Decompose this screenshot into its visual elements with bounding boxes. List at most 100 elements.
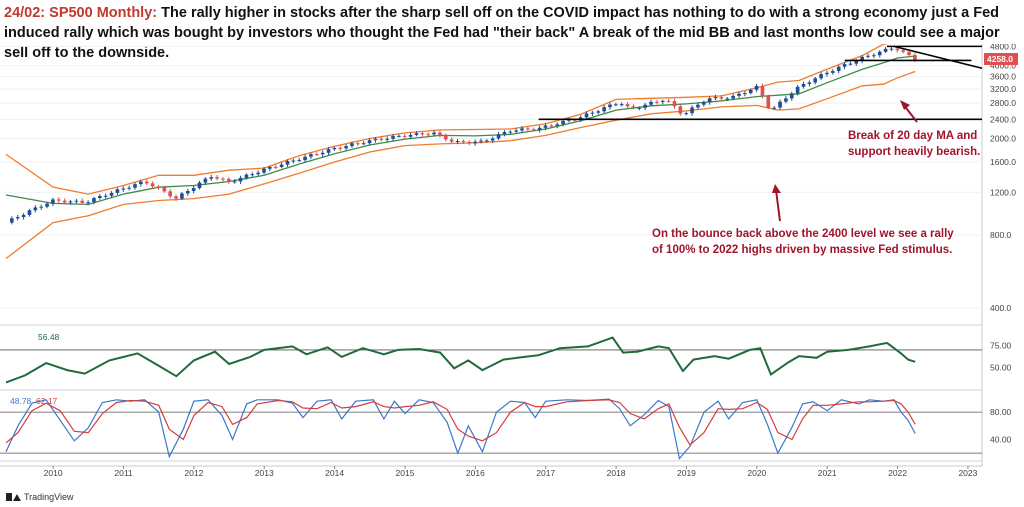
rsi-tick-label: 75.00 — [990, 341, 1012, 351]
candle-body — [332, 147, 337, 150]
candle-body — [10, 218, 14, 223]
price-tick-label: 2000.0 — [990, 134, 1016, 144]
candle-body — [420, 133, 425, 135]
annotation-ma-break-line-1: Break of 20 day MA and — [848, 130, 978, 142]
time-tick-label: 2017 — [536, 468, 555, 478]
price-tick-label: 3600.0 — [990, 72, 1016, 82]
candle-body — [238, 177, 243, 182]
candle-body — [51, 199, 55, 204]
candle-body — [209, 177, 214, 179]
candle-body — [232, 181, 237, 183]
price-tick-label: 1200.0 — [990, 187, 1016, 197]
candle-body — [350, 143, 354, 147]
candle-body — [21, 214, 26, 218]
candle-body — [485, 140, 489, 142]
candle-body — [402, 135, 407, 137]
price-tick-label: 2800.0 — [990, 98, 1016, 108]
tradingview-logo-icon — [6, 493, 21, 501]
candle-body — [215, 177, 219, 179]
last-price-label: 4258.0 — [987, 54, 1013, 64]
candle-body — [139, 181, 143, 185]
candle-body — [901, 50, 906, 52]
candle-body — [144, 181, 149, 184]
candle-body — [115, 189, 120, 193]
headline: 24/02: SP500 Monthly: The rally higher i… — [4, 3, 1020, 63]
candle-body — [92, 198, 96, 203]
candle-body — [203, 178, 208, 183]
candle-body — [191, 188, 196, 191]
candle-body — [197, 182, 202, 189]
stochastic-k-line — [5, 398, 916, 460]
candle-body — [854, 60, 859, 64]
candle-body — [567, 119, 571, 121]
candle-body — [268, 166, 272, 169]
candle-body — [379, 138, 384, 140]
candle-body — [649, 101, 653, 105]
annotation-ma-break: Break of 20 day MA and support heavily b… — [848, 128, 980, 160]
price-tick-label: 400.0 — [990, 303, 1012, 313]
rsi-value-label: 56.48 — [38, 332, 60, 342]
candle-body — [432, 132, 436, 135]
candle-body — [631, 106, 636, 109]
candle-body — [314, 154, 319, 156]
candle-body — [526, 128, 530, 130]
candle-body — [74, 200, 79, 202]
candle-body — [227, 178, 231, 182]
candle-body — [625, 104, 630, 107]
candle-body — [461, 141, 466, 143]
stochastic-d-line — [5, 399, 916, 446]
candle-body — [731, 95, 735, 99]
headline-tag: 24/02: SP500 Monthly: — [4, 5, 158, 21]
candle-body — [831, 71, 835, 73]
last-price-tag — [984, 52, 1018, 65]
candle-body — [531, 129, 536, 131]
candle-body — [737, 93, 741, 96]
candle-body — [784, 98, 788, 102]
candle-body — [619, 104, 624, 106]
candle-body — [895, 48, 900, 51]
candle-body — [508, 131, 513, 133]
candle-body — [660, 100, 665, 102]
candle-body — [361, 143, 366, 145]
price-tick-label: 2400.0 — [990, 114, 1016, 124]
candle-body — [221, 178, 225, 180]
time-tick-label: 2020 — [747, 468, 766, 478]
price-tick-label: 4000.0 — [990, 61, 1016, 71]
time-tick-label: 2018 — [607, 468, 626, 478]
time-tick-label: 2015 — [396, 468, 415, 478]
candle-body — [666, 100, 671, 102]
candle-body — [549, 125, 554, 127]
candle-body — [637, 107, 642, 109]
time-tick-label: 2019 — [677, 468, 696, 478]
candle-body — [449, 139, 454, 142]
candle-body — [80, 200, 85, 203]
candle-body — [748, 89, 753, 94]
candle-body — [490, 138, 495, 141]
candle-body — [584, 113, 589, 118]
candle-body — [467, 141, 472, 144]
brand-label: TradingView — [24, 492, 74, 502]
trendline — [893, 45, 983, 70]
stochastic-tick-label: 40.00 — [990, 434, 1012, 444]
candle-body — [678, 106, 683, 114]
candle-body — [713, 97, 718, 99]
candle-body — [297, 160, 302, 162]
candle-body — [408, 134, 413, 137]
candle-body — [608, 104, 612, 108]
candle-body — [602, 107, 606, 112]
candle-body — [291, 160, 296, 162]
candle-body — [479, 140, 483, 142]
candle-body — [872, 55, 876, 57]
candle-body — [303, 156, 307, 161]
candle-body — [180, 193, 184, 199]
candle-body — [174, 196, 178, 199]
candle-body — [168, 191, 173, 197]
candle-body — [338, 147, 343, 149]
candle-body — [256, 172, 260, 175]
candle-body — [320, 152, 325, 155]
candle-body — [27, 210, 32, 215]
candle-body — [185, 190, 190, 194]
candle-body — [772, 107, 776, 109]
time-tick-label: 2022 — [888, 468, 907, 478]
candle-body — [273, 166, 278, 168]
